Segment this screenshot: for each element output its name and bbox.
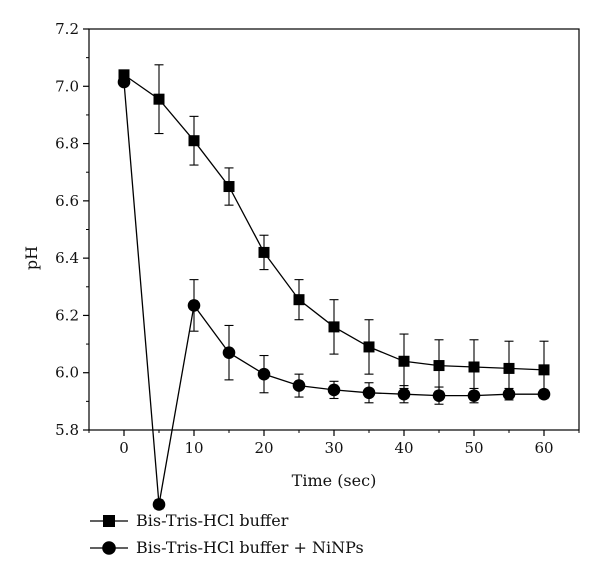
- data-point: [503, 362, 515, 374]
- data-point: [363, 341, 375, 353]
- y-tick-label: 6.8: [55, 135, 79, 153]
- x-tick-label: 40: [394, 439, 413, 457]
- data-point: [502, 387, 516, 401]
- data-point: [362, 386, 376, 400]
- legend-marker: [102, 541, 116, 555]
- data-point: [433, 360, 445, 372]
- data-point: [152, 498, 166, 511]
- data-point: [397, 387, 411, 401]
- data-point: [187, 299, 201, 312]
- axes: 0 10 20 30 40 50 60 5.8 6.0 6.2 6.4 6.6 6.8 7.0 7.2: [55, 20, 580, 457]
- data-point: [432, 389, 446, 402]
- data-point: [293, 294, 305, 306]
- legend-label: Bis-Tris-HCl buffer + NiNPs: [136, 538, 364, 557]
- data-point: [398, 355, 410, 367]
- y-axis-title: pH: [22, 246, 41, 270]
- data-point: [292, 379, 306, 392]
- x-tick-label: 60: [534, 439, 553, 457]
- series-2: [117, 75, 551, 511]
- series-1: [118, 64, 550, 400]
- legend-marker: [103, 515, 115, 527]
- legend-label: Bis-Tris-HCl buffer: [136, 511, 289, 530]
- data-point: [117, 75, 131, 89]
- x-tick-label: 30: [324, 439, 343, 457]
- data-point: [188, 135, 200, 147]
- data-point: [537, 387, 551, 401]
- y-tick-label: 6.0: [55, 364, 79, 382]
- x-tick-label: 10: [184, 439, 203, 457]
- legend-entry: Bis-Tris-HCl buffer + NiNPs: [90, 538, 364, 557]
- data-series: [117, 64, 551, 511]
- y-tick-label: 6.4: [55, 249, 79, 267]
- x-axis-title: Time (sec): [292, 471, 377, 490]
- data-point: [223, 181, 235, 193]
- y-tick-label: 5.8: [55, 421, 79, 439]
- data-point: [467, 389, 481, 402]
- data-point: [257, 367, 271, 381]
- y-tick-label: 7.2: [55, 20, 79, 38]
- data-point: [328, 321, 340, 333]
- x-tick-label: 20: [254, 439, 273, 457]
- legend: Bis-Tris-HCl buffer Bis-Tris-HCl buffer +…: [90, 511, 364, 557]
- x-tick-label: 0: [119, 439, 129, 457]
- y-tick-label: 6.2: [55, 306, 79, 324]
- data-point: [222, 346, 236, 359]
- x-tick-label: 50: [464, 439, 483, 457]
- data-point: [468, 361, 480, 373]
- data-point: [327, 383, 341, 397]
- data-point: [118, 69, 130, 81]
- data-point: [538, 364, 550, 376]
- data-point: [153, 93, 165, 105]
- data-point: [258, 246, 270, 258]
- y-tick-label: 7.0: [55, 77, 79, 95]
- y-tick-label: 6.6: [55, 192, 79, 210]
- legend-entry: Bis-Tris-HCl buffer: [90, 511, 289, 530]
